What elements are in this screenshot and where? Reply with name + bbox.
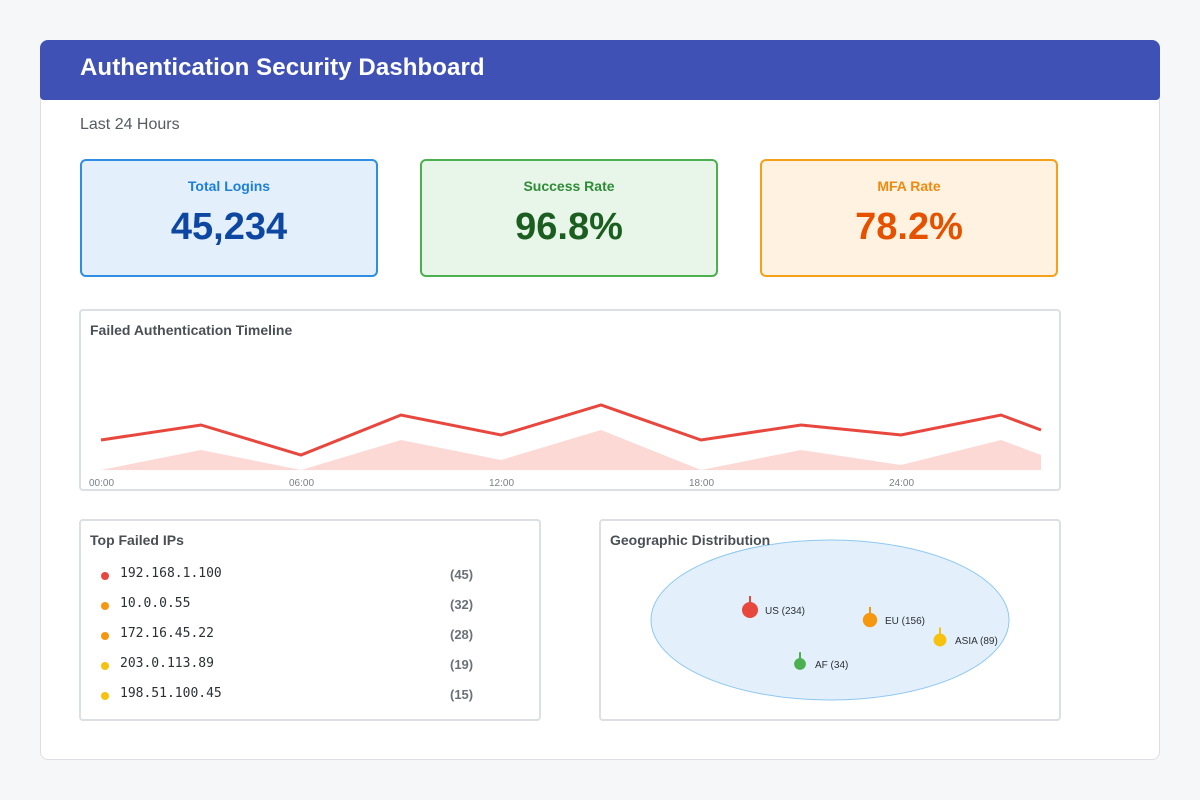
mfa-rate-value: 78.2% (855, 206, 963, 248)
total-logins-label: Total Logins (187, 178, 271, 194)
ip-address: 203.0.113.89 (120, 656, 214, 671)
success-rate-value: 96.8% (515, 206, 623, 248)
severity-dot-icon (101, 692, 109, 700)
ip-failure-count: (28) (450, 627, 474, 642)
geo-marker-af: AF (34) (794, 652, 848, 671)
geo-region-label: ASIA (89) (955, 636, 998, 647)
geo-region-label: AF (34) (815, 660, 848, 671)
timeline-x-tick: 18:00 (689, 478, 714, 489)
ip-address: 172.16.45.22 (120, 626, 214, 641)
timeline-x-tick: 06:00 (289, 478, 314, 489)
timeline-x-tick: 24:00 (889, 478, 914, 489)
ip-failure-count: (15) (450, 687, 474, 702)
world-map-ellipse (650, 539, 1010, 701)
failed-ip-row: 203.0.113.89 (19) (81, 652, 541, 682)
failed-ip-row: 172.16.45.22 (28) (81, 622, 541, 652)
top-failed-ips-panel: Top Failed IPs 192.168.1.100 (45) 10.0.0.5… (79, 519, 541, 721)
success-rate-label: Success Rate (523, 178, 615, 194)
timeline-area-series (101, 430, 1041, 470)
ip-address: 198.51.100.45 (120, 686, 222, 701)
geographic-distribution-panel: US (234) EU (156) ASIA (89) AF (34) Geograp… (599, 519, 1061, 721)
time-range-label: Last 24 Hours (80, 116, 180, 133)
geo-title: Geographic Distribution (610, 532, 771, 548)
page-title: Authentication Security Dashboard (80, 54, 485, 81)
failed-ip-row: 192.168.1.100 (45) (81, 562, 541, 592)
location-pin-icon (933, 633, 947, 647)
geo-region-label: US (234) (765, 606, 805, 617)
severity-dot-icon (101, 602, 109, 610)
total-logins-value: 45,234 (170, 206, 288, 248)
ip-failure-count: (19) (450, 657, 474, 672)
timeline-chart: 00:00 06:00 12:00 18:00 24:00 (89, 403, 1042, 489)
failed-ips-title: Top Failed IPs (90, 532, 184, 548)
ip-address: 192.168.1.100 (120, 566, 222, 581)
failed-auth-timeline-panel: 00:00 06:00 12:00 18:00 24:00 Failed Authent… (79, 309, 1061, 491)
geo-map: US (234) EU (156) ASIA (89) AF (34) (650, 539, 1010, 701)
ip-failure-count: (45) (450, 567, 474, 582)
mfa-rate-label: MFA Rate (877, 178, 941, 194)
location-pin-icon (742, 602, 758, 618)
dashboard-header: Authentication Security Dashboard (40, 40, 1160, 100)
geo-marker-asia: ASIA (89) (933, 627, 998, 647)
location-pin-icon (862, 612, 878, 628)
timeline-x-tick: 12:00 (489, 478, 514, 489)
total-logins-card: Total Logins 45,234 (80, 159, 378, 277)
severity-dot-icon (101, 572, 109, 580)
ip-failure-count: (32) (450, 597, 474, 612)
failed-ip-row: 10.0.0.55 (32) (81, 592, 541, 622)
failed-ip-row: 198.51.100.45 (15) (81, 682, 541, 712)
success-rate-card: Success Rate 96.8% (420, 159, 718, 277)
timeline-line-series (100, 403, 1042, 457)
timeline-x-tick: 00:00 (89, 478, 114, 489)
mfa-rate-card: MFA Rate 78.2% (760, 159, 1058, 277)
geo-marker-eu: EU (156) (862, 606, 925, 628)
severity-dot-icon (101, 662, 109, 670)
geo-region-label: EU (156) (885, 616, 925, 627)
geo-marker-us: US (234) (742, 596, 805, 618)
severity-dot-icon (101, 632, 109, 640)
location-pin-icon (794, 658, 806, 670)
timeline-title: Failed Authentication Timeline (90, 322, 293, 338)
ip-address: 10.0.0.55 (120, 596, 191, 611)
